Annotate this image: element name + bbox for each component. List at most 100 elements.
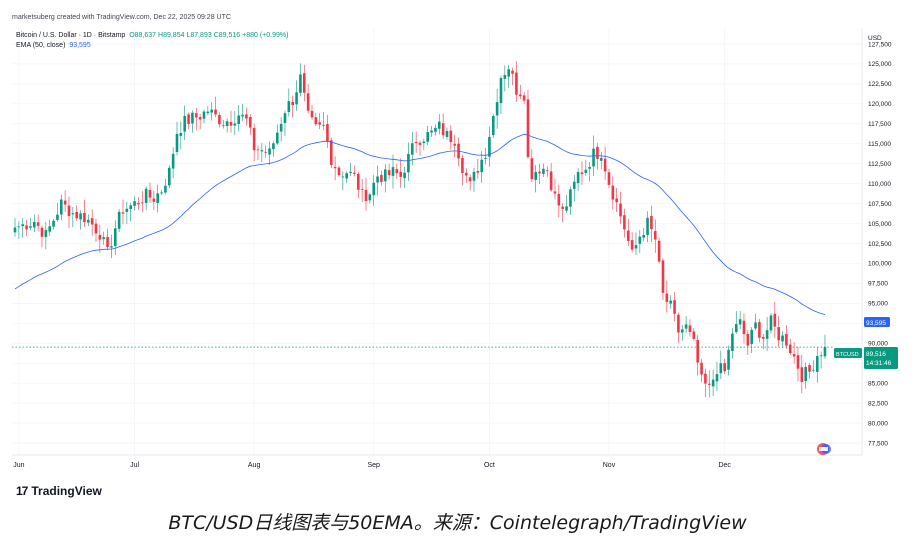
candle-body xyxy=(565,206,568,211)
tradingview-logo: 17 TradingView xyxy=(16,484,102,498)
candle-body xyxy=(75,211,79,219)
candle-body xyxy=(322,124,325,126)
candle-body xyxy=(353,172,356,174)
candle-body xyxy=(171,153,175,169)
candle-body xyxy=(781,335,784,342)
candle-body xyxy=(407,153,410,173)
candle-body xyxy=(611,185,615,200)
candle-body xyxy=(214,109,217,115)
time-tick-label: Dec xyxy=(718,462,731,469)
candle-body xyxy=(21,224,25,227)
candle-body xyxy=(295,92,298,105)
candle-body xyxy=(603,158,607,172)
ohlc-close: C89,516 xyxy=(213,32,241,39)
price-tick-label: 127,500 xyxy=(868,41,892,48)
candle-body xyxy=(738,319,742,325)
candle-body xyxy=(318,122,322,125)
candle-body xyxy=(792,354,796,357)
candle-body xyxy=(32,221,36,228)
candle-body xyxy=(187,114,190,124)
candle-body xyxy=(788,344,792,354)
candle-body xyxy=(272,143,275,150)
candle-body xyxy=(110,246,113,248)
candle-body xyxy=(588,166,591,169)
candle-body xyxy=(399,171,402,177)
candle-body xyxy=(815,356,819,372)
candle-body xyxy=(761,336,765,339)
candle-body xyxy=(657,240,661,262)
ohlc-high: H89,854 xyxy=(158,32,185,39)
candle-body xyxy=(156,193,160,203)
candle-body xyxy=(704,373,707,384)
candle-body xyxy=(538,171,541,174)
candle-body xyxy=(275,132,279,144)
candle-body xyxy=(83,213,86,223)
candle-body xyxy=(515,72,518,95)
candle-body xyxy=(530,158,534,180)
candle-body xyxy=(337,167,341,176)
candle-body xyxy=(499,77,503,104)
candle-body xyxy=(464,172,468,176)
candle-body xyxy=(430,130,433,133)
price-axis: 77,50080,00082,50085,00087,50090,00092,5… xyxy=(868,41,892,447)
candle-body xyxy=(175,133,179,153)
candle-body xyxy=(688,325,692,332)
candle-body xyxy=(765,330,769,339)
candle-body xyxy=(653,231,657,240)
candle-body xyxy=(248,117,252,128)
candle-body xyxy=(607,172,611,185)
price-tick-label: 95,000 xyxy=(868,301,888,308)
candle-body xyxy=(264,151,268,153)
candle-body xyxy=(665,293,669,302)
candle-body xyxy=(133,201,136,206)
time-tick-label: Jun xyxy=(13,462,24,469)
candle-body xyxy=(237,115,241,125)
candle-body xyxy=(823,347,827,357)
candle-body xyxy=(754,322,757,329)
candle-body xyxy=(619,203,622,217)
candle-body xyxy=(677,314,680,333)
candle-body xyxy=(723,363,726,372)
candle-body xyxy=(395,169,399,174)
candle-body xyxy=(800,367,804,383)
candle-body xyxy=(592,148,595,167)
candle-body xyxy=(623,215,626,230)
candle-body xyxy=(387,170,391,176)
candle-body xyxy=(364,189,368,202)
candle-body xyxy=(221,125,225,127)
time-axis: Jun Jul Aug Sep Oct Nov Dec xyxy=(13,462,731,469)
candle-body xyxy=(283,113,287,123)
candle-body xyxy=(615,198,618,203)
tradingview-logo-text: TradingView xyxy=(31,484,102,498)
scroll-to-realtime-icon[interactable] xyxy=(817,443,831,455)
candle-body xyxy=(183,116,187,132)
candle-body xyxy=(225,121,229,127)
candle-body xyxy=(522,95,526,101)
candle-body xyxy=(542,168,545,174)
price-tick-label: 105,000 xyxy=(868,221,892,228)
candle-body xyxy=(148,190,152,198)
candle-body xyxy=(102,237,106,240)
candle-body xyxy=(476,171,480,173)
price-tick-label: 120,000 xyxy=(868,101,892,108)
candle-body xyxy=(669,300,672,304)
ema-price-tag xyxy=(864,317,890,327)
price-tick-label: 100,000 xyxy=(868,261,892,268)
candle-body xyxy=(345,173,349,179)
candle-body xyxy=(692,331,696,339)
chart-grid xyxy=(12,28,862,455)
price-tick-label: 122,500 xyxy=(868,81,892,88)
price-tick-label: 110,000 xyxy=(868,181,891,188)
candle-body xyxy=(144,188,148,203)
candle-body xyxy=(206,111,210,114)
candle-body xyxy=(326,124,329,142)
price-tick-label: 107,500 xyxy=(868,201,892,208)
candle-body xyxy=(376,176,379,183)
candle-body xyxy=(661,260,665,293)
candle-body xyxy=(17,226,21,228)
price-tick-label: 80,000 xyxy=(868,420,888,427)
price-tick-label: 115,000 xyxy=(868,141,891,148)
candle-body xyxy=(750,329,753,344)
candle-body xyxy=(445,130,449,137)
